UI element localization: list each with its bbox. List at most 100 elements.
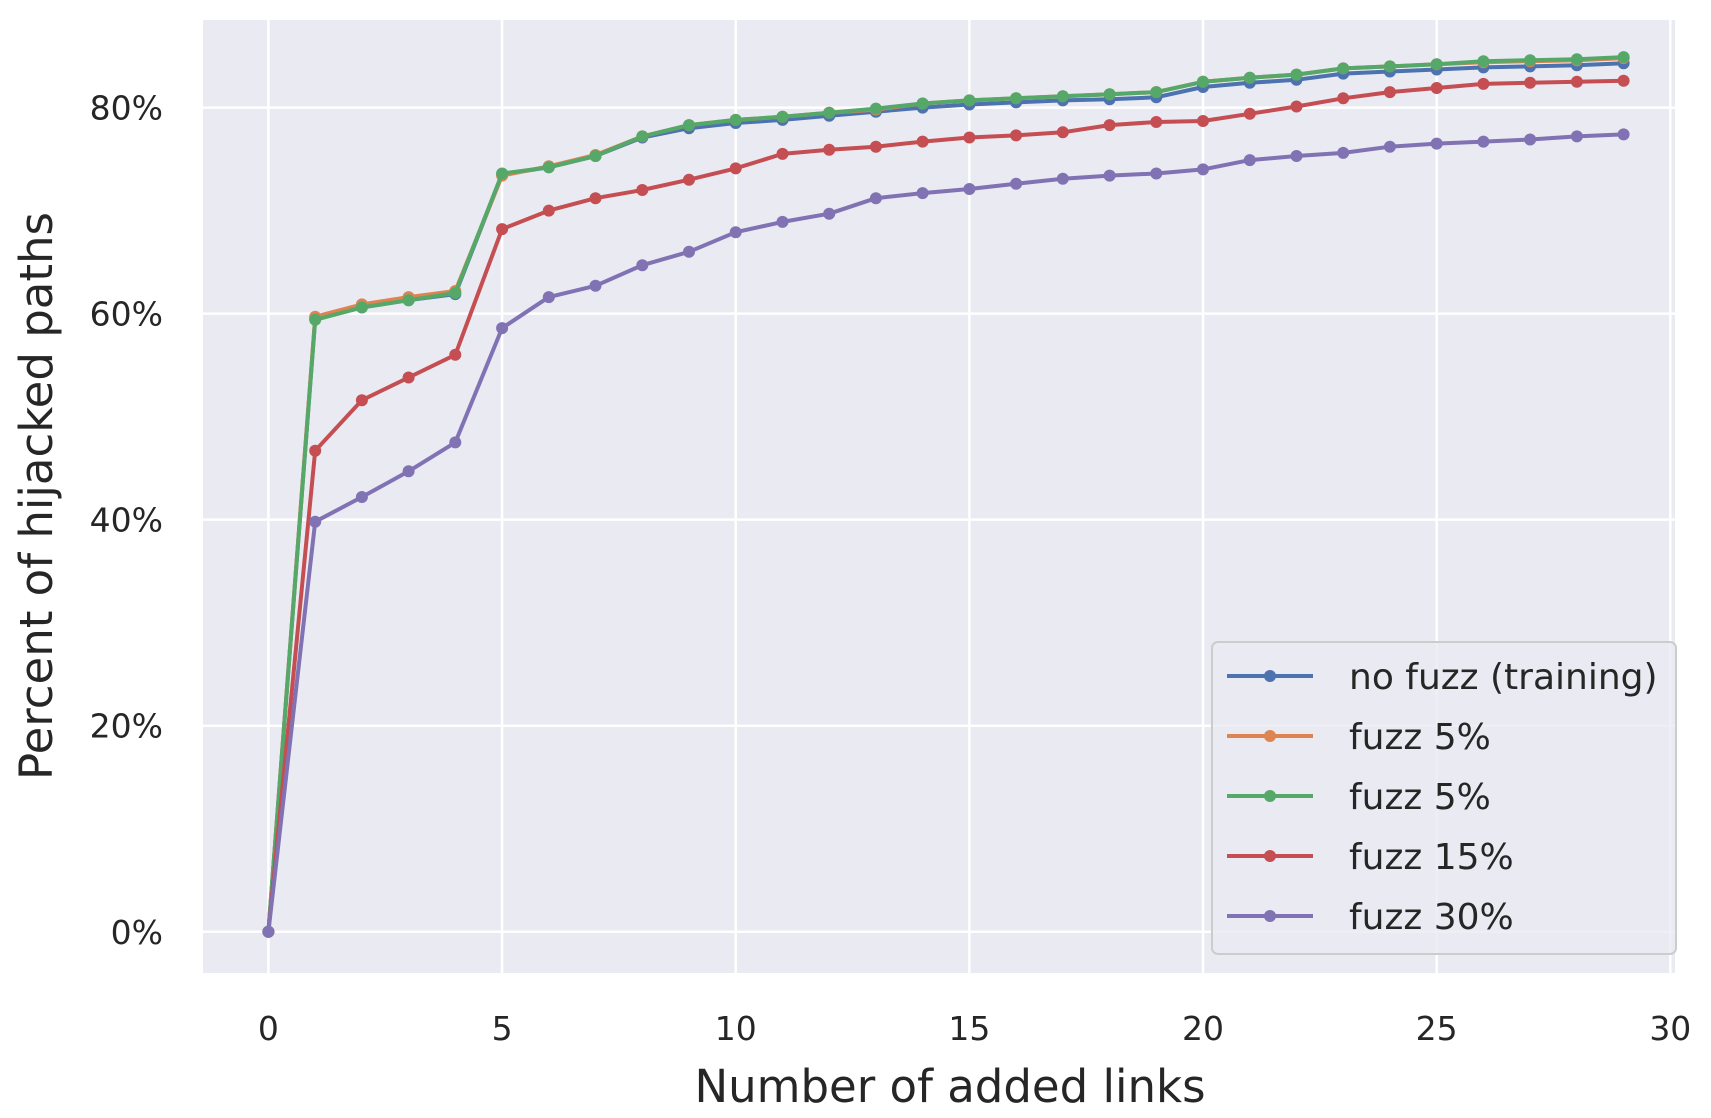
data-point	[1337, 92, 1350, 105]
data-point	[1150, 167, 1163, 180]
data-point	[776, 110, 789, 123]
data-point	[776, 215, 789, 228]
data-point	[869, 102, 882, 115]
data-point	[1197, 75, 1209, 88]
data-point	[1430, 137, 1443, 150]
legend-swatch-marker	[1264, 790, 1276, 802]
data-point	[402, 294, 415, 307]
y-axis-ticks: 0% 20% 40% 60% 80%	[90, 89, 163, 952]
data-point	[1103, 119, 1116, 132]
legend-label: fuzz 30%	[1349, 897, 1514, 938]
data-point	[1243, 71, 1256, 84]
legend-item: no fuzz (training)	[1227, 657, 1658, 698]
legend-swatch-marker	[1264, 670, 1276, 682]
grid-lines	[203, 20, 1675, 973]
data-point	[1617, 74, 1630, 87]
x-tick-label: 20	[1182, 1009, 1224, 1048]
data-point	[1337, 62, 1350, 75]
data-point	[729, 113, 742, 126]
data-point	[309, 444, 322, 457]
data-point	[309, 313, 322, 326]
legend-label: fuzz 15%	[1349, 837, 1514, 878]
data-point	[823, 143, 836, 156]
x-axis-title: Number of added links	[694, 1060, 1205, 1113]
legend-item: fuzz 15%	[1227, 837, 1514, 878]
data-point	[1103, 88, 1116, 101]
y-axis-title: Percent of hijacked paths	[10, 212, 63, 780]
data-point	[823, 106, 836, 119]
legend-frame	[1211, 641, 1677, 955]
data-point	[1383, 86, 1396, 99]
data-point	[869, 140, 882, 153]
data-point	[1477, 77, 1490, 90]
data-point	[402, 465, 415, 478]
data-point	[1430, 82, 1443, 94]
data-point	[869, 192, 882, 205]
data-point	[729, 162, 742, 175]
data-point	[1290, 68, 1303, 81]
data-point	[1524, 133, 1537, 146]
data-point	[683, 173, 695, 186]
y-tick-label: 20%	[90, 707, 163, 746]
series-5	[262, 128, 1630, 938]
data-point	[1570, 53, 1583, 66]
legend-item: fuzz 5%	[1227, 717, 1491, 758]
data-point	[1243, 107, 1256, 120]
data-point	[729, 226, 742, 239]
data-point	[402, 371, 415, 384]
data-point	[1524, 54, 1537, 67]
legend: no fuzz (training) fuzz 5% fuzz 5% fuzz 15%…	[1211, 641, 1677, 955]
x-tick-label: 30	[1649, 1009, 1691, 1048]
legend-label: fuzz 5%	[1349, 777, 1491, 818]
x-tick-label: 25	[1416, 1009, 1458, 1048]
data-point	[1477, 55, 1490, 68]
data-point	[542, 204, 555, 217]
data-point	[1337, 146, 1350, 159]
data-point	[1383, 140, 1396, 153]
data-point	[1197, 163, 1209, 176]
data-point	[1010, 177, 1023, 190]
data-point	[1477, 135, 1490, 148]
x-tick-label: 5	[492, 1009, 513, 1048]
data-point	[449, 436, 462, 449]
data-point	[683, 245, 695, 258]
x-tick-label: 10	[715, 1009, 757, 1048]
data-point	[1010, 129, 1023, 142]
data-point	[1570, 75, 1583, 88]
data-point	[776, 147, 789, 160]
x-axis-ticks: 0 5 10 15 20 25 30	[258, 1009, 1691, 1048]
legend-label: no fuzz (training)	[1349, 657, 1658, 698]
data-point	[636, 184, 649, 196]
data-point	[1290, 150, 1303, 162]
data-point	[683, 119, 695, 132]
data-point	[355, 301, 368, 314]
data-point	[916, 97, 929, 110]
data-point	[262, 925, 275, 938]
data-point	[1150, 116, 1163, 128]
x-tick-label: 15	[948, 1009, 990, 1048]
data-point	[823, 207, 836, 220]
data-point	[589, 192, 602, 205]
data-point	[963, 131, 976, 144]
data-point	[542, 291, 555, 304]
data-point	[1197, 115, 1209, 127]
series-group	[262, 51, 1630, 938]
data-point	[1150, 86, 1163, 99]
legend-swatch-marker	[1264, 730, 1276, 742]
data-point	[1430, 58, 1443, 71]
legend-label: fuzz 5%	[1349, 717, 1491, 758]
data-point	[355, 394, 368, 407]
y-tick-label: 40%	[90, 501, 163, 540]
data-point	[1383, 60, 1396, 73]
legend-item: fuzz 5%	[1227, 777, 1491, 818]
y-tick-label: 60%	[90, 295, 163, 334]
data-point	[636, 130, 649, 143]
legend-swatch-marker	[1264, 910, 1276, 922]
data-point	[496, 223, 509, 236]
series-line	[266, 78, 1626, 934]
series-4	[262, 74, 1630, 938]
data-point	[589, 279, 602, 292]
data-point	[963, 183, 976, 195]
